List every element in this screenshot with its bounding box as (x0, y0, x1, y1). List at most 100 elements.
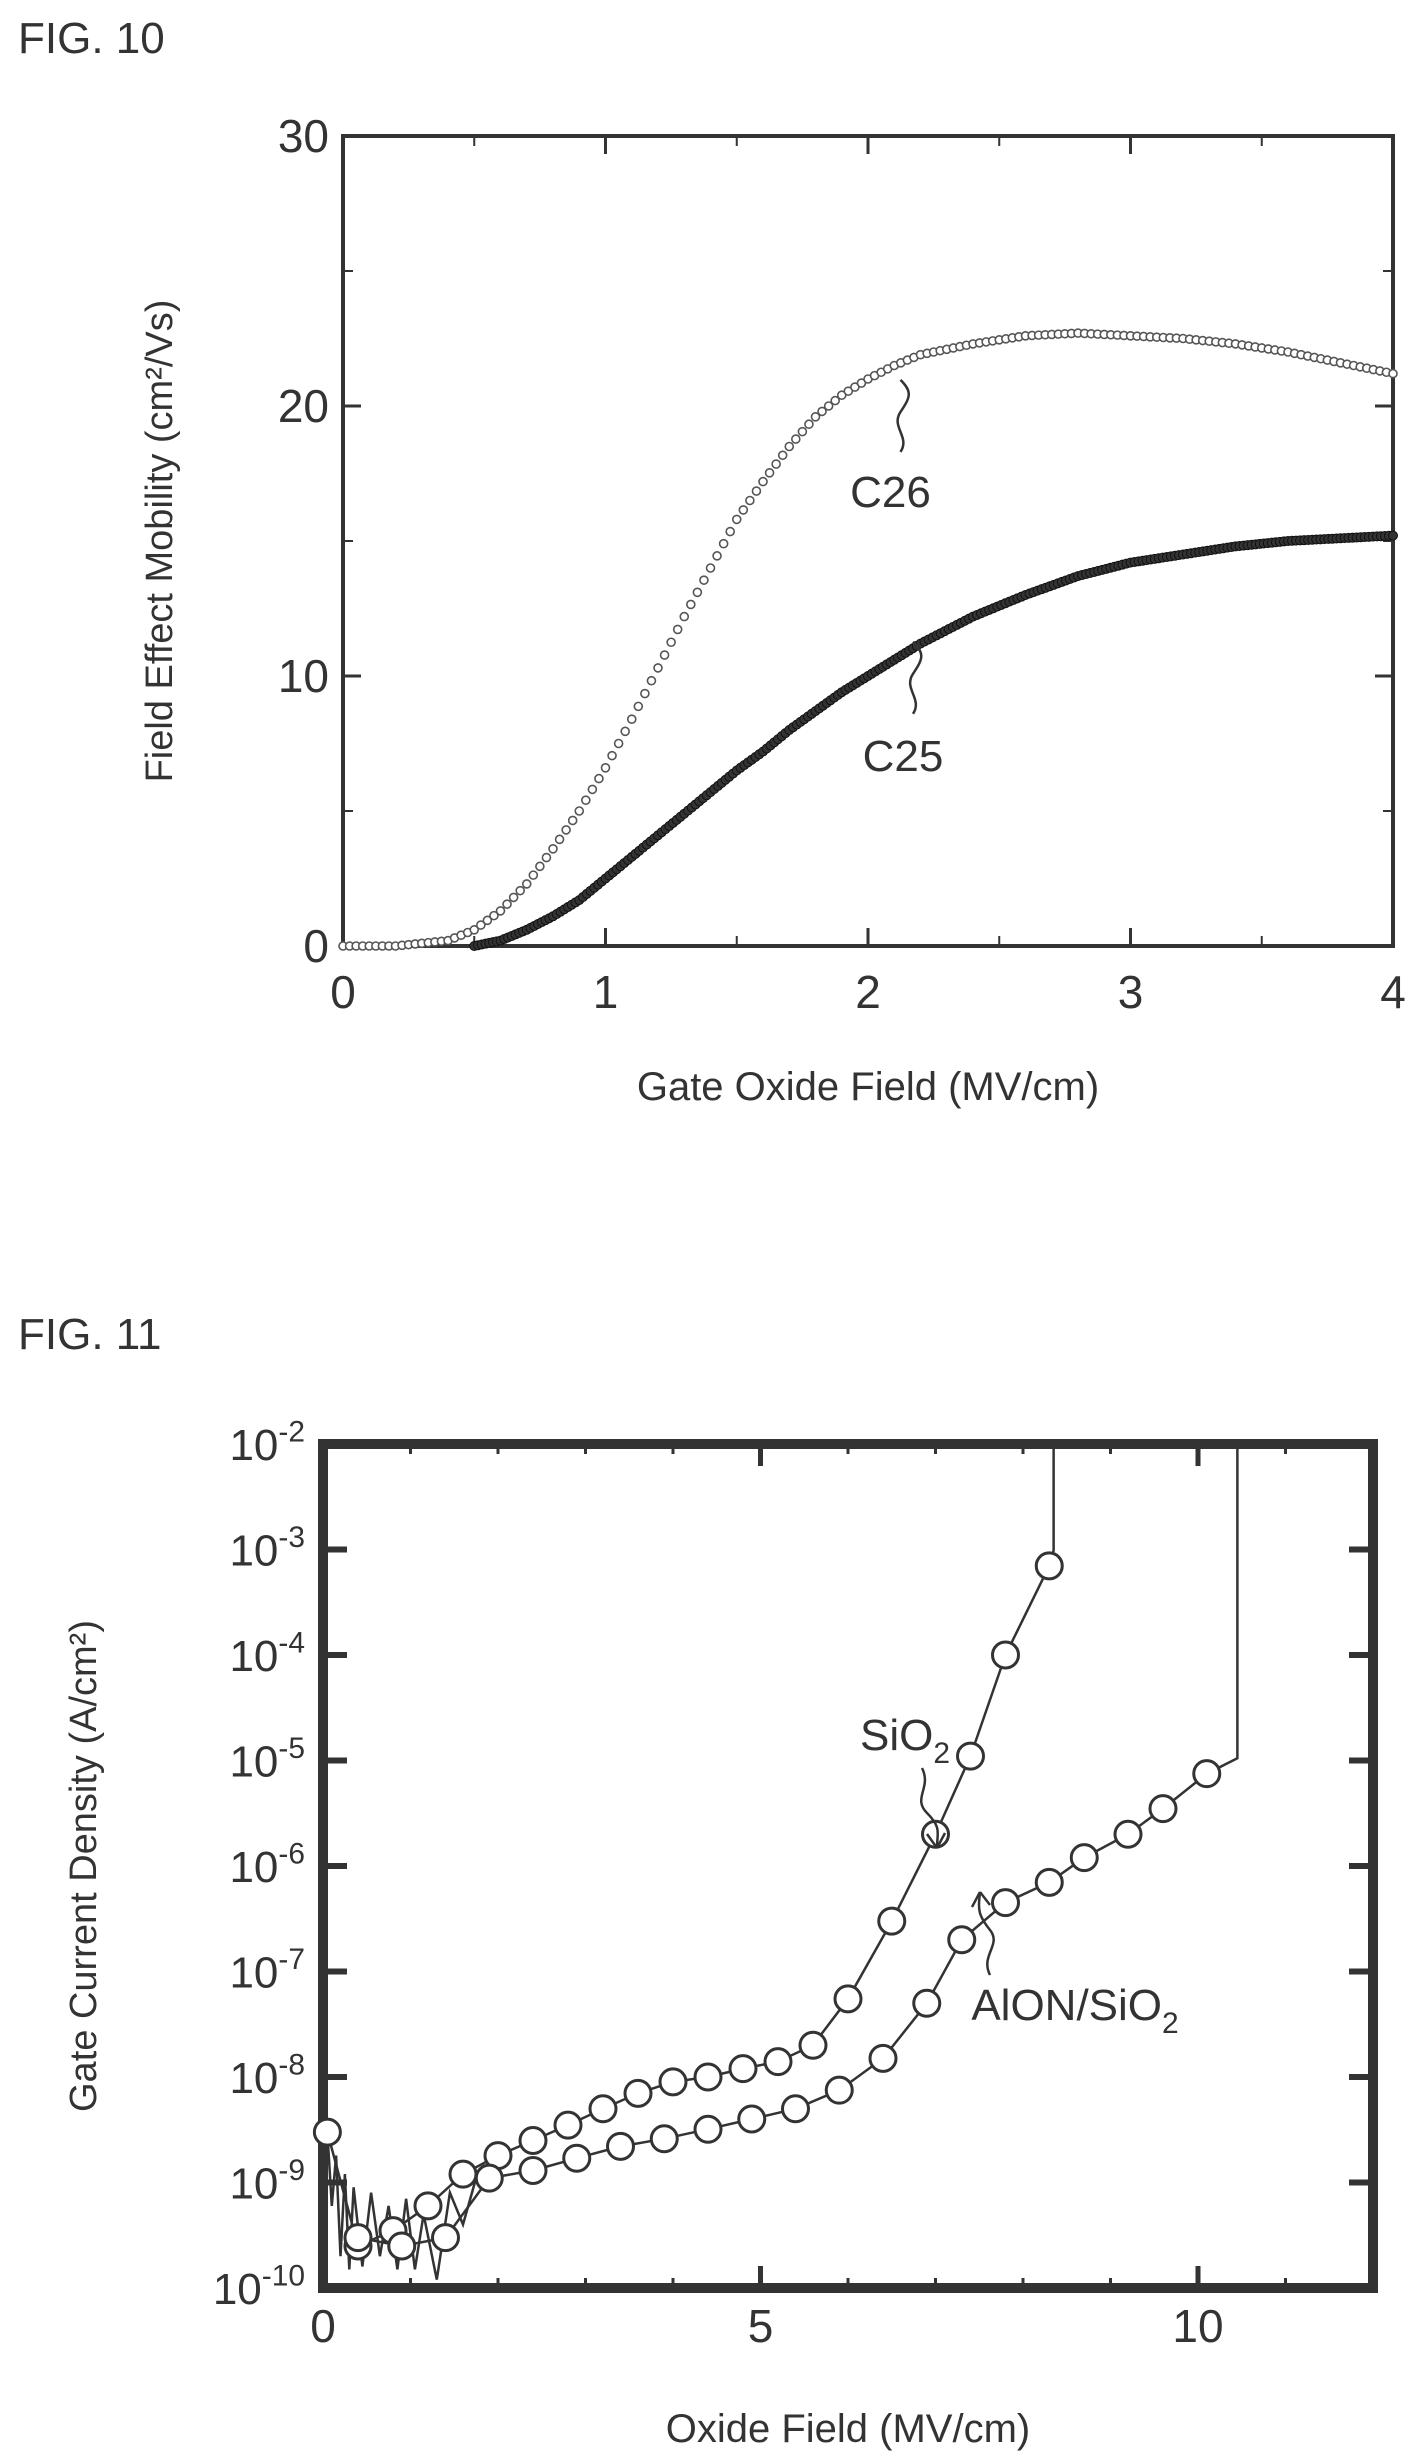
plot-frame (318, 1439, 1378, 2293)
c25-point (1388, 530, 1398, 541)
series-alon-sio2-point (431, 2223, 460, 2253)
series-sio2-point (877, 1906, 907, 1936)
series-alon-sio2-line (357, 1444, 1239, 2248)
series-alon-sio2-point (518, 2155, 548, 2185)
annotation-alon-sio2: AlON/SiO2 (971, 1981, 1178, 2040)
series-alon-sio2-point (387, 2231, 417, 2261)
c26-point (731, 514, 742, 525)
c26-point (640, 688, 650, 699)
c26-point (594, 773, 604, 784)
c26-point (686, 599, 696, 610)
c26-point (587, 784, 598, 795)
c26-point (653, 663, 663, 673)
c26-point (692, 587, 703, 598)
series-c26 (338, 328, 1398, 951)
c26-point (613, 738, 624, 749)
c26-point (797, 426, 808, 437)
c26-point (607, 750, 617, 761)
x-tick-label: 3 (1118, 966, 1144, 1018)
y-tick-label: 10 (278, 650, 329, 702)
c26-point (626, 714, 637, 725)
annotation-c26: C26 (850, 468, 931, 517)
annotation-alon-sio2-leader (977, 1891, 995, 1976)
c26-point (758, 476, 768, 487)
annotation-c25-leader (908, 640, 923, 715)
c26-point (751, 486, 762, 496)
low-field-noise (326, 2132, 478, 2280)
series-sio2-point (693, 2062, 723, 2092)
series-alon-sio2-point (343, 2223, 373, 2253)
c26-point (777, 450, 788, 461)
x-tick-label: 2 (855, 966, 881, 1018)
series-sio2-point (658, 2067, 688, 2097)
c26-point (482, 915, 493, 926)
c26-point (476, 920, 486, 930)
c26-point (515, 885, 525, 896)
c26-point (620, 726, 630, 737)
x-tick-label: 0 (330, 966, 356, 1018)
c26-point (791, 434, 801, 444)
y-tick-label: 10-3 (229, 1521, 305, 1575)
c26-point (528, 870, 539, 880)
annotation-sio2-leader (920, 1767, 940, 1849)
c26-point (666, 637, 676, 648)
c26-point (817, 406, 827, 417)
series-sio2-point (833, 1984, 863, 2014)
y-tick-label: 10-2 (229, 1416, 305, 1470)
c26-point (548, 843, 558, 854)
figure-11-label: FIG. 11 (18, 1310, 162, 1359)
series-sio2 (312, 1444, 1064, 2261)
c26-point (541, 852, 552, 863)
c26-point (745, 495, 755, 506)
y-tick-label: 30 (278, 110, 329, 162)
x-axis-label: Gate Oxide Field (MV/cm) (637, 1065, 1099, 1109)
c26-point (679, 611, 690, 622)
x-tick-label: 0 (310, 2300, 336, 2352)
c26-point (830, 395, 840, 406)
series-alon-sio2-point (1113, 1819, 1143, 1849)
y-axis-label: Gate Current Density (A/cm²) (63, 1620, 105, 2112)
series-sio2-point (518, 2126, 548, 2156)
y-tick-label: 10-6 (229, 1838, 305, 1892)
c26-point (554, 834, 565, 845)
y-tick-label: 10-9 (229, 2154, 305, 2208)
y-tick-label: 10-7 (229, 1943, 305, 1997)
series-alon-sio2-point (649, 2124, 679, 2154)
c26-point (535, 861, 545, 872)
series-alon-sio2-point (1148, 1794, 1178, 1824)
series-alon-sio2-point (737, 2104, 767, 2134)
c26-point (600, 762, 611, 773)
series-alon-sio2-point (1192, 1759, 1222, 1789)
c26-point (771, 459, 781, 469)
c26-point (804, 419, 814, 430)
c26-point (672, 624, 683, 635)
c26-point (508, 892, 519, 903)
series-sio2-point (956, 1741, 985, 1771)
series-sio2-point (763, 2047, 793, 2077)
series-alon-sio2-point (1034, 1867, 1064, 1897)
series-sio2-point (312, 2117, 342, 2147)
c26-point (712, 551, 722, 561)
series-alon-sio2-point (606, 2131, 635, 2161)
x-axis-label: Oxide Field (MV/cm) (666, 2407, 1031, 2451)
c26-point (764, 468, 775, 478)
series-sio2-point (728, 2054, 758, 2084)
c26-point (502, 899, 512, 909)
c26-point (705, 563, 716, 573)
series-alon-sio2-point (912, 1988, 942, 2018)
c26-point (725, 526, 735, 537)
c26-point (469, 924, 480, 935)
y-tick-label: 10-10 (213, 2260, 305, 2314)
series-alon-sio2-point (868, 2043, 898, 2073)
x-tick-label: 10 (1172, 2300, 1223, 2352)
series-alon-sio2-point (824, 2075, 854, 2105)
c26-point (1388, 368, 1398, 379)
series-sio2-point (798, 2030, 828, 2060)
series-alon-sio2-point (781, 2094, 810, 2124)
annotation-c26-leader (896, 379, 910, 453)
c26-point (561, 825, 571, 835)
c26-point (738, 505, 749, 515)
series-sio2-point (448, 2159, 478, 2189)
series-sio2-point (413, 2191, 443, 2221)
x-tick-label: 4 (1380, 966, 1406, 1018)
